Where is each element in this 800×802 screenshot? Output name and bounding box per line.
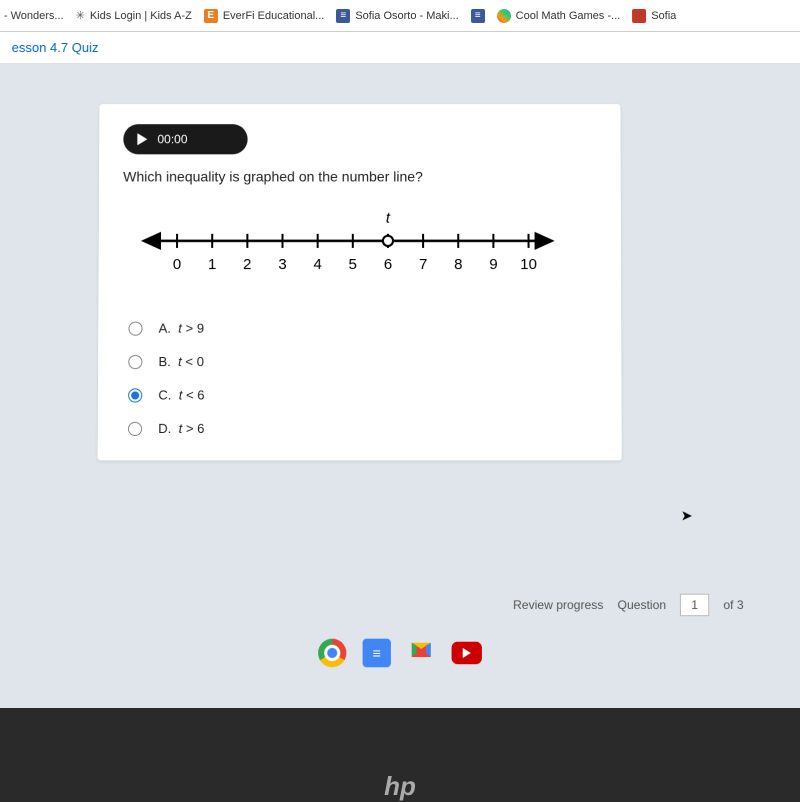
svg-text:0: 0 (173, 256, 181, 273)
bookmarks-bar: - Wonders... ✳ Kids Login | Kids A-Z E E… (0, 0, 800, 32)
bookmark-kidsaz[interactable]: ✳ Kids Login | Kids A-Z (76, 9, 192, 22)
question-text: Which inequality is graphed on the numbe… (123, 168, 597, 184)
gmail-icon[interactable] (407, 636, 435, 670)
youtube-icon[interactable] (452, 641, 482, 663)
bookmark-label: EverFi Educational... (223, 9, 325, 21)
option-d[interactable]: D. t > 6 (128, 421, 598, 436)
svg-text:10: 10 (520, 256, 537, 273)
svg-text:2: 2 (243, 256, 251, 273)
lesson-title: esson 4.7 Quiz (0, 32, 800, 64)
chrome-icon[interactable] (318, 638, 346, 667)
doc-icon: ≡ (471, 8, 485, 22)
cursor-icon: ➤ (681, 507, 693, 524)
hp-logo: hp (384, 771, 416, 802)
svg-text:3: 3 (278, 256, 286, 273)
option-label: C. t < 6 (158, 387, 204, 402)
option-label: A. t > 9 (159, 321, 205, 336)
radio-icon (128, 421, 142, 435)
content-area: 00:00 Which inequality is graphed on the… (0, 64, 800, 481)
svg-text:4: 4 (313, 256, 321, 273)
radio-icon (128, 388, 142, 402)
taskbar (318, 636, 482, 670)
everfi-icon: E (204, 8, 218, 22)
review-progress-button[interactable]: Review progress (513, 598, 603, 612)
answer-options: A. t > 9 B. t < 0 C. t < 6 D. t > 6 (122, 321, 598, 436)
bookmark-label: Kids Login | Kids A-Z (90, 9, 192, 21)
bookmark-sofia[interactable]: Sofia (632, 8, 676, 22)
svg-text:7: 7 (419, 256, 427, 273)
option-b[interactable]: B. t < 0 (128, 354, 597, 369)
option-a[interactable]: A. t > 9 (128, 321, 597, 336)
option-c[interactable]: C. t < 6 (128, 387, 597, 402)
bookmark-label: Sofia (651, 9, 676, 21)
svg-text:6: 6 (384, 256, 392, 273)
option-label: B. t < 0 (158, 354, 204, 369)
bookmark-blank[interactable]: ≡ (471, 8, 485, 22)
bookmark-label: Cool Math Games -... (516, 9, 621, 21)
svg-text:9: 9 (489, 256, 497, 273)
svg-text:5: 5 (349, 256, 357, 273)
doc-icon: ≡ (336, 8, 350, 22)
question-label: Question (618, 598, 667, 612)
question-total: of 3 (723, 598, 743, 612)
option-label: D. t > 6 (158, 421, 204, 436)
bookmark-label: Sofia Osorto - Maki... (355, 9, 458, 21)
svg-text:8: 8 (454, 256, 462, 273)
bookmark-wonders[interactable]: - Wonders... (4, 9, 64, 21)
red-icon (632, 8, 646, 22)
question-number: 1 (680, 594, 709, 616)
svg-text:t: t (386, 210, 391, 227)
bookmark-label: - Wonders... (4, 9, 64, 21)
quiz-card: 00:00 Which inequality is graphed on the… (98, 104, 622, 460)
audio-play-button[interactable]: 00:00 (123, 124, 247, 154)
bookmark-coolmath[interactable]: Cool Math Games -... (497, 8, 621, 22)
audio-time: 00:00 (157, 132, 187, 146)
docs-icon[interactable] (363, 638, 391, 667)
screen: - Wonders... ✳ Kids Login | Kids A-Z E E… (0, 0, 800, 708)
number-line: t (137, 209, 597, 295)
svg-text:1: 1 (208, 256, 216, 273)
spark-icon: ✳ (76, 9, 85, 22)
progress-footer: Review progress Question 1 of 3 (513, 594, 744, 616)
radio-icon (128, 321, 142, 335)
bookmark-sofia-maki[interactable]: ≡ Sofia Osorto - Maki... (336, 8, 458, 22)
brain-icon (497, 8, 511, 22)
radio-icon (128, 354, 142, 368)
play-icon (137, 133, 147, 145)
bookmark-everfi[interactable]: E EverFi Educational... (204, 8, 325, 22)
